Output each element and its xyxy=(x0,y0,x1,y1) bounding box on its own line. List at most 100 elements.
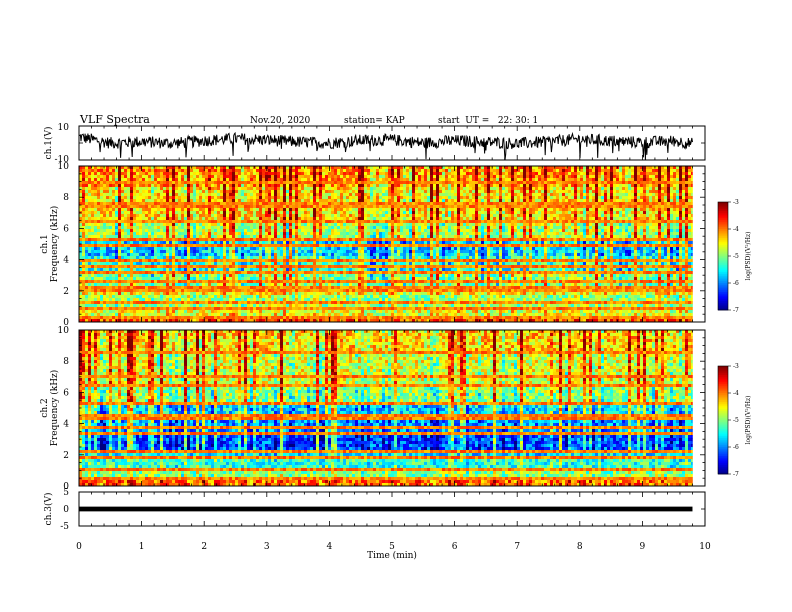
ch1-spectrogram-cell xyxy=(322,205,326,209)
ch1-spectrogram-cell xyxy=(142,181,146,185)
ch1-spectrogram-cell xyxy=(454,181,458,185)
ch1-spectrogram-cell xyxy=(661,202,665,206)
ch1-spectrogram-cell xyxy=(160,223,164,227)
ch1-spectrogram-cell xyxy=(256,178,260,182)
ch1-spectrogram-cell xyxy=(139,232,143,236)
ch1-spectrogram-cell xyxy=(364,187,368,191)
ch1-spectrogram-cell xyxy=(334,166,338,170)
ch1-spectrogram-cell xyxy=(139,229,143,233)
ch1-spectrogram-cell xyxy=(226,205,230,209)
ch1-spectrogram-cell xyxy=(568,205,572,209)
ch1-spectrogram-cell xyxy=(286,232,290,236)
ch1-spectrogram-cell xyxy=(691,208,693,212)
ch1-spectrogram-cell xyxy=(178,199,182,203)
ch1-spectrogram-cell xyxy=(106,166,110,170)
ch1-spectrogram-cell xyxy=(628,229,632,233)
ch1-spectrogram-cell xyxy=(382,220,386,224)
ch1-spectrogram-cell xyxy=(661,208,665,212)
ch1-spectrogram-cell xyxy=(652,208,656,212)
ch1-spectrogram-cell xyxy=(508,226,512,230)
ch1-spectrogram-cell xyxy=(559,196,563,200)
ch1-spectrogram-cell xyxy=(163,214,167,218)
ch1-spectrogram-cell xyxy=(532,226,536,230)
ch1-spectrogram-cell xyxy=(127,181,131,185)
ch1-spectrogram-cell xyxy=(517,208,521,212)
ch1-spectrogram-cell xyxy=(652,190,656,194)
ch1-spectrogram-cell xyxy=(622,196,626,200)
ch1-spectrogram-cell xyxy=(148,226,152,230)
ch1-spectrogram-cell xyxy=(220,166,224,170)
ch1-spectrogram-cell xyxy=(97,226,101,230)
ch1-spectrogram-cell xyxy=(304,208,308,212)
ch1-spectrogram-cell xyxy=(103,229,107,233)
ch1-spectrogram-cell xyxy=(619,217,623,221)
ch1-spectrogram-cell xyxy=(646,223,650,227)
ch1-spectrogram-cell xyxy=(439,226,443,230)
ch1-spectrogram-cell xyxy=(292,229,296,233)
ch1-spectrogram-cell xyxy=(259,199,263,203)
ch1-spectrogram-cell xyxy=(493,166,497,170)
ch1-spectrogram-cell xyxy=(103,196,107,200)
ch1-spectrogram-cell xyxy=(499,232,503,236)
ch1-spectrogram-cell xyxy=(163,235,167,239)
ch1-spectrogram-cell xyxy=(271,220,275,224)
ch1-spectrogram-cell xyxy=(367,178,371,182)
ch1-spectrogram-cell xyxy=(634,229,638,233)
ch1-spectrogram-cell xyxy=(349,166,353,170)
ch1-spectrogram-cell xyxy=(508,205,512,209)
ch1-spectrogram-cell xyxy=(379,217,383,221)
ch1-spectrogram-cell xyxy=(511,226,515,230)
ch1-spectrogram-cell xyxy=(574,181,578,185)
ch1-spectrogram-cell xyxy=(163,232,167,236)
ch1-spectrogram-cell xyxy=(433,202,437,206)
ch1-spectrogram-cell xyxy=(613,169,617,173)
ch1-spectrogram-cell xyxy=(355,202,359,206)
ch1-spectrogram-cell xyxy=(538,220,542,224)
ch1-spectrogram-cell xyxy=(559,175,563,179)
ch1-spectrogram-cell xyxy=(175,220,179,224)
ch1-spectrogram-cell xyxy=(334,190,338,194)
ch1-spectrogram-cell xyxy=(445,166,449,170)
ch1-spectrogram-cell xyxy=(358,229,362,233)
ch1-spectrogram-cell xyxy=(679,208,683,212)
ch1-spectrogram-cell xyxy=(190,199,194,203)
ch1-spectrogram-cell xyxy=(136,190,140,194)
ch1-spectrogram-cell xyxy=(97,235,101,239)
ch1-spectrogram-cell xyxy=(523,205,527,209)
ch1-spectrogram-cell xyxy=(178,205,182,209)
ch1-spectrogram-cell xyxy=(445,214,449,218)
ch1-spectrogram-cell xyxy=(274,184,278,188)
ch1-spectrogram-cell xyxy=(427,184,431,188)
ch1-spectrogram-cell xyxy=(547,223,551,227)
ch1-spectrogram-cell xyxy=(331,229,335,233)
ch1-spectrogram-cell xyxy=(103,181,107,185)
ch1-spectrogram-cell xyxy=(325,223,329,227)
ch1-spectrogram-cell xyxy=(268,232,272,236)
ch1-spectrogram-cell xyxy=(364,202,368,206)
ch1-spectrogram-cell xyxy=(382,187,386,191)
ch1-spectrogram-cell xyxy=(394,199,398,203)
ch1-spectrogram-cell xyxy=(505,232,509,236)
ch1-spectrogram-cell xyxy=(691,190,693,194)
ch1-spectrogram-cell xyxy=(103,205,107,209)
ch1-spectrogram-cell xyxy=(631,199,635,203)
ch1-spectrogram-cell xyxy=(307,226,311,230)
ch1-spectrogram-cell xyxy=(595,202,599,206)
ch1-spectrogram-cell xyxy=(439,184,443,188)
ch1-spectrogram-cell xyxy=(298,205,302,209)
ch1-spectrogram-cell xyxy=(403,184,407,188)
ch1-spectrogram-cell xyxy=(121,217,125,221)
ch1-spectrogram-cell xyxy=(190,190,194,194)
ch1-spectrogram-cell xyxy=(460,211,464,215)
ch1-spectrogram-cell xyxy=(559,223,563,227)
ch1-spectrogram-cell xyxy=(487,199,491,203)
ch1-spectrogram-cell xyxy=(121,166,125,170)
ch1-spectrogram-cell xyxy=(82,181,86,185)
ch1-spectrogram-cell xyxy=(310,223,314,227)
ch1-spectrogram-cell xyxy=(337,199,341,203)
ch1-spectrogram-cell xyxy=(466,196,470,200)
ch1-spectrogram-cell xyxy=(379,205,383,209)
ch1-spectrogram-cell xyxy=(472,202,476,206)
ch1-spectrogram-cell xyxy=(424,181,428,185)
ch1-spectrogram-cell xyxy=(424,172,428,176)
